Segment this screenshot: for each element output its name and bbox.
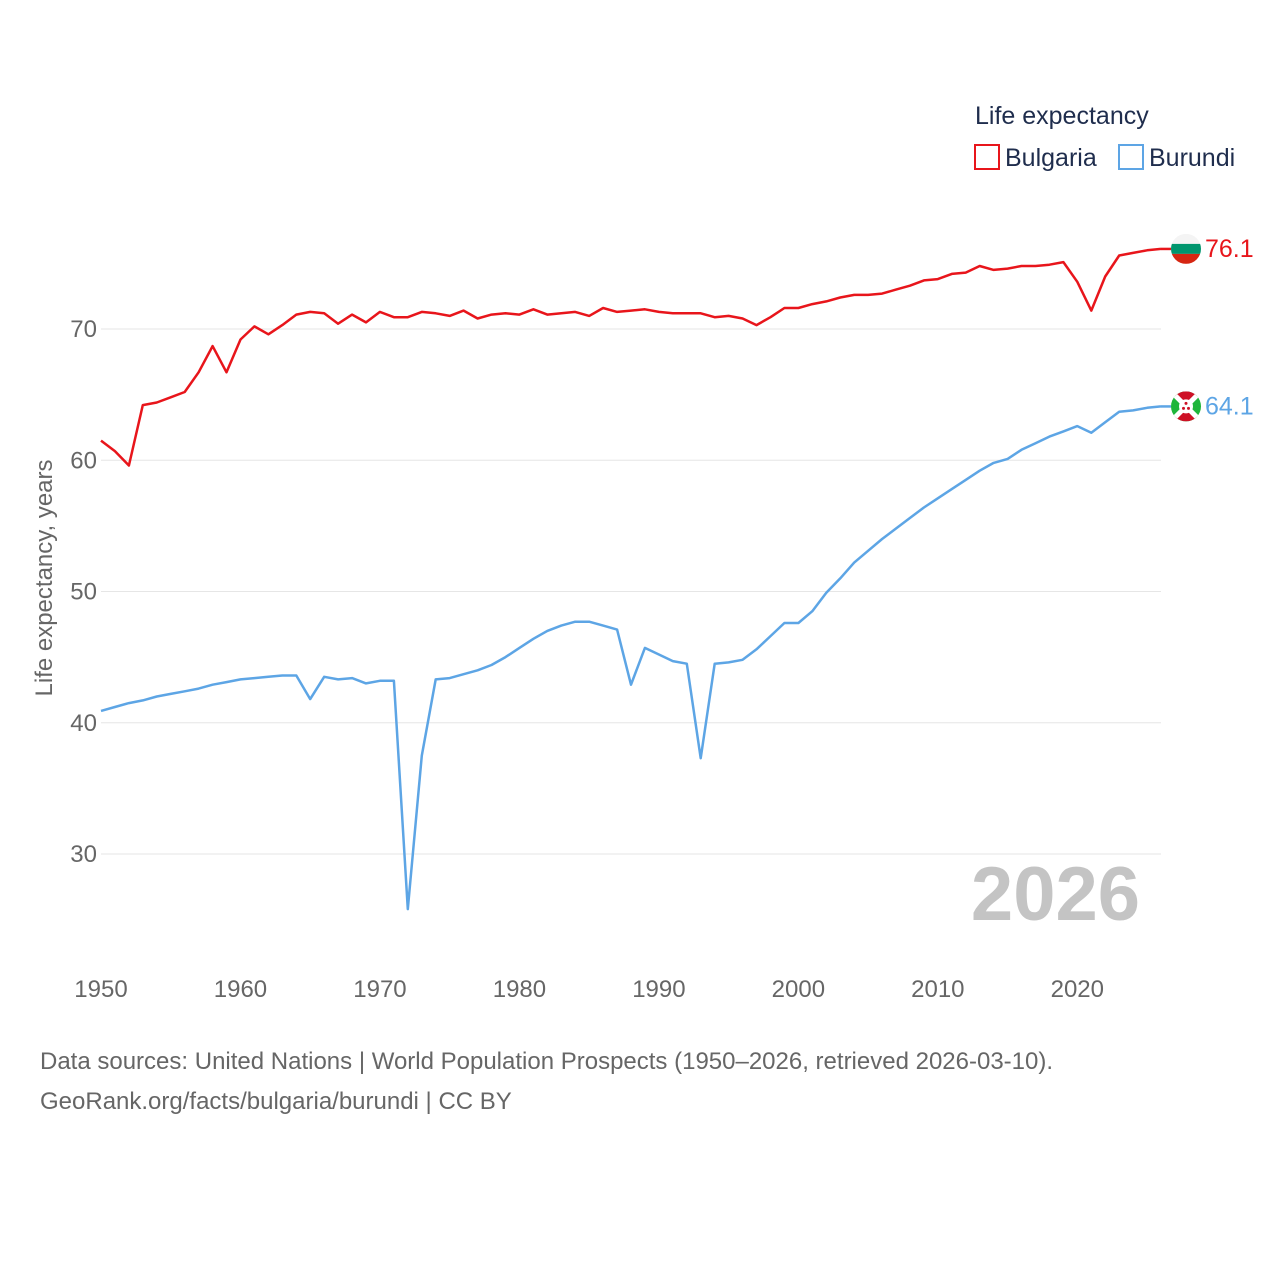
x-tick-label: 1960 (214, 976, 267, 1003)
end-value-label-burundi: 64.1 (1205, 392, 1254, 420)
series-lines: 76.1 64.1 (100, 235, 1254, 911)
y-tick-label: 60 (70, 447, 97, 474)
legend-label-bulgaria: Bulgaria (1005, 144, 1097, 172)
x-tick-label: 2000 (772, 976, 825, 1003)
series-line-burundi (100, 405, 1162, 911)
legend: Life expectancy Bulgaria Burundi (974, 102, 1235, 172)
attribution-text: GeoRank.org/facts/bulgaria/burundi | CC … (40, 1088, 512, 1115)
y-tick-label: 40 (70, 710, 97, 737)
x-tick-label: 2010 (911, 976, 964, 1003)
grid-lines (101, 328, 1161, 855)
x-axis-ticks: 1950 1960 1970 1980 1990 2000 2010 2020 (74, 976, 1104, 1003)
x-tick-label: 1980 (493, 976, 546, 1003)
x-tick-label: 2020 (1051, 976, 1104, 1003)
y-tick-label: 30 (70, 841, 97, 868)
data-source-footer: Data sources: United Nations | World Pop… (40, 1042, 1240, 1122)
legend-label-burundi: Burundi (1149, 144, 1235, 172)
legend-title: Life expectancy (975, 102, 1149, 130)
y-axis-title: Life expectancy, years (31, 459, 58, 696)
x-tick-label: 1990 (632, 976, 685, 1003)
burundi-flag-icon (1171, 391, 1201, 422)
y-tick-label: 70 (70, 316, 97, 343)
end-value-label-bulgaria: 76.1 (1205, 235, 1254, 263)
y-axis-ticks: 30 40 50 60 70 (70, 316, 97, 868)
x-tick-label: 1970 (353, 976, 406, 1003)
series-line-bulgaria (100, 247, 1162, 467)
y-tick-label: 50 (70, 579, 97, 606)
line-chart: 30 40 50 60 70 1950 1960 1970 1980 1990 2000 2010 2… (31, 102, 1254, 1003)
year-watermark: 2026 (971, 852, 1140, 937)
source-text: Data sources: United Nations | World Pop… (40, 1048, 1054, 1075)
x-tick-label: 1950 (74, 976, 127, 1003)
bulgaria-flag-icon (1171, 233, 1201, 264)
legend-swatch-bulgaria (974, 144, 1000, 170)
legend-swatch-burundi (1118, 144, 1144, 170)
